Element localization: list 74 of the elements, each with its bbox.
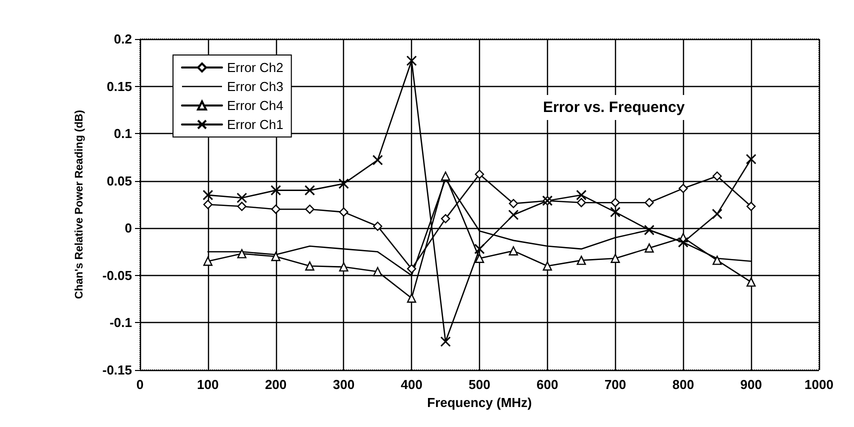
point	[203, 200, 212, 210]
y-tick-label: 0.1	[114, 126, 132, 142]
legend-label: Error Ch4	[227, 98, 284, 113]
point	[610, 198, 620, 208]
point	[644, 243, 654, 253]
point	[746, 154, 756, 164]
y-tick-label: 0.15	[106, 78, 132, 94]
point	[644, 224, 654, 236]
point	[644, 198, 654, 208]
point	[610, 206, 621, 218]
point	[576, 190, 587, 200]
point	[339, 262, 348, 272]
text: Error vs. Frequency	[543, 99, 686, 116]
point	[508, 210, 519, 220]
point	[305, 204, 314, 214]
x-tick-label: 700	[604, 377, 626, 392]
x-tick-label: 300	[332, 377, 355, 392]
point	[712, 256, 722, 265]
y-axis-title: Chan's Relative Power Reading (dB)	[74, 110, 86, 300]
point	[440, 336, 451, 347]
x-tick-label: 200	[264, 377, 287, 392]
point	[237, 202, 246, 211]
point	[440, 214, 450, 224]
point	[474, 244, 485, 254]
point	[712, 208, 722, 220]
point	[746, 277, 756, 287]
point	[203, 256, 212, 266]
point	[338, 178, 349, 189]
point	[236, 192, 248, 204]
point	[407, 294, 416, 303]
point	[270, 185, 282, 196]
x-tick-label: 600	[536, 377, 558, 392]
x-axis-title: Frequency (MHz)	[427, 395, 532, 410]
point	[576, 256, 586, 265]
point	[746, 202, 756, 211]
point	[304, 185, 315, 196]
x-tick-label: 900	[740, 377, 762, 392]
point	[339, 207, 348, 217]
x-tick-label: 800	[672, 377, 694, 392]
point	[406, 56, 417, 66]
point	[271, 252, 280, 262]
point	[712, 172, 722, 181]
y-tick-label: 0.2	[114, 32, 132, 46]
x-tick-label: 500	[468, 377, 490, 392]
point	[373, 222, 382, 231]
point	[474, 254, 484, 264]
y-tick-label: -0.1	[110, 315, 132, 330]
point	[678, 237, 688, 248]
y-tick-label: 0	[124, 220, 132, 236]
x-tick-label: 100	[197, 377, 219, 392]
point	[202, 190, 214, 200]
point	[678, 184, 688, 194]
point	[474, 170, 484, 179]
x-tick-label: 400	[400, 377, 422, 392]
legend-label: Error Ch3	[227, 79, 284, 94]
legend-label: Error Ch2	[227, 60, 284, 75]
legend-label: Error Ch1	[227, 117, 284, 132]
point	[508, 246, 518, 256]
point	[271, 204, 280, 214]
y-tick-label: 0.05	[106, 173, 132, 188]
y-tick-label: -0.05	[102, 268, 132, 283]
point	[373, 267, 382, 276]
point	[610, 254, 620, 264]
point	[576, 198, 586, 208]
point	[440, 172, 450, 181]
x-tick-label: 1000	[804, 377, 834, 392]
point	[407, 264, 416, 274]
point	[542, 261, 552, 271]
point	[372, 154, 383, 166]
point	[508, 198, 518, 208]
x-tick-label: 0	[136, 377, 144, 392]
point	[305, 261, 314, 271]
y-tick-label: -0.15	[102, 362, 132, 378]
point	[237, 249, 246, 258]
